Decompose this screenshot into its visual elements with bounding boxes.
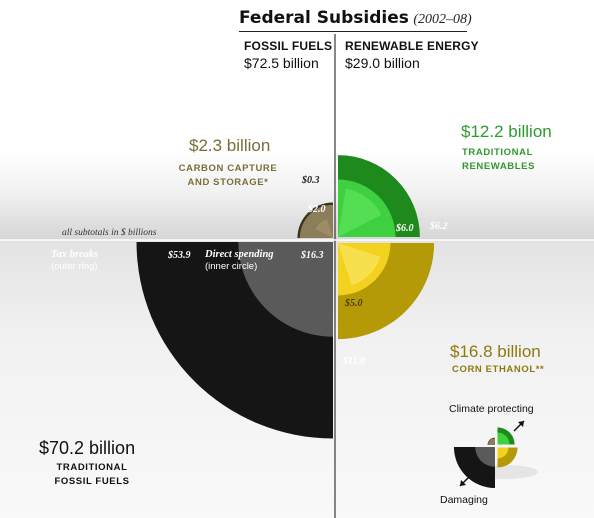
ccs-direct-value: $2.0 bbox=[308, 204, 326, 215]
renewables-tax-value: $6.2 bbox=[430, 221, 448, 232]
ethanol-amount: $16.8 billion bbox=[450, 342, 541, 361]
ccs-caption-line-2: AND STORAGE* bbox=[187, 177, 269, 188]
legend-arrow-top bbox=[518, 421, 524, 427]
ethanol-direct-value: $5.0 bbox=[345, 298, 363, 309]
renewables-direct-value: $6.0 bbox=[396, 223, 414, 234]
renewables-amount: $12.2 billion bbox=[461, 122, 552, 141]
renewables-caption-line-2: RENEWABLES bbox=[462, 161, 536, 172]
renewables-caption: TRADITIONAL RENEWABLES bbox=[462, 146, 535, 174]
renewable-amount: $29.0 billion bbox=[345, 55, 420, 71]
fossil-amount-label: $70.2 billion bbox=[39, 438, 136, 458]
fossil-direct-value: $16.3 bbox=[301, 250, 324, 261]
legend-climate-protecting: Climate protecting bbox=[449, 403, 534, 415]
ccs-caption-line-1: CARBON CAPTURE bbox=[178, 163, 278, 174]
fossil-inner-circle bbox=[238, 242, 333, 337]
fossil-amount: $72.5 billion bbox=[244, 55, 319, 71]
direct-spending-heading: Direct spending bbox=[205, 249, 274, 260]
background-band bbox=[0, 150, 594, 245]
fossil-caption-line-1: TRADITIONAL bbox=[56, 462, 128, 473]
chart-title: Federal Subsidies (2002–08) bbox=[239, 8, 472, 28]
renewables-inner-circle bbox=[338, 179, 396, 237]
renewables-caption-line-1: TRADITIONAL bbox=[462, 147, 533, 158]
ethanol-inner-circle bbox=[338, 243, 391, 296]
legend-renewables-inner bbox=[497, 432, 510, 445]
tax-breaks-heading: Tax breaks bbox=[51, 249, 99, 260]
title-underline bbox=[239, 31, 467, 32]
ccs-highlight bbox=[315, 219, 333, 238]
legend-arrow-bottom bbox=[460, 480, 466, 486]
ethanol-tax-value: $11.8 bbox=[343, 356, 365, 367]
title-years: (2002–08) bbox=[413, 12, 472, 27]
renewable-heading: RENEWABLE ENERGY bbox=[345, 39, 479, 53]
legend-damaging: Damaging bbox=[440, 494, 488, 506]
direct-spending-sub: (inner circle) bbox=[205, 261, 258, 272]
legend-ccs-inner bbox=[488, 438, 495, 445]
ethanol-highlight bbox=[338, 243, 381, 286]
title-text: Federal Subsidies bbox=[239, 8, 409, 28]
fossil-caption: TRADITIONAL FOSSIL FUELS bbox=[42, 461, 142, 489]
tax-breaks-sub: (outer ring) bbox=[51, 261, 98, 272]
legend-ethanol-inner bbox=[497, 447, 509, 459]
ccs-caption: CARBON CAPTURE AND STORAGE* bbox=[178, 162, 278, 190]
ccs-tax-value: $0.3 bbox=[302, 175, 320, 186]
fossil-caption-line-2: FOSSIL FUELS bbox=[54, 476, 130, 487]
subtotal-note: all subtotals in $ billions bbox=[62, 228, 157, 238]
ethanol-caption: CORN ETHANOL** bbox=[452, 364, 545, 375]
renewables-highlight bbox=[338, 188, 382, 237]
fossil-heading: FOSSIL FUELS bbox=[244, 39, 333, 53]
direct-spending-label: Direct spending (inner circle) bbox=[205, 249, 274, 273]
ccs-amount: $2.3 billion bbox=[189, 136, 271, 155]
fossil-tax-value: $53.9 bbox=[168, 250, 191, 261]
legend-fossil-inner bbox=[475, 447, 495, 467]
tax-breaks-label: Tax breaks (outer ring) bbox=[51, 249, 98, 273]
